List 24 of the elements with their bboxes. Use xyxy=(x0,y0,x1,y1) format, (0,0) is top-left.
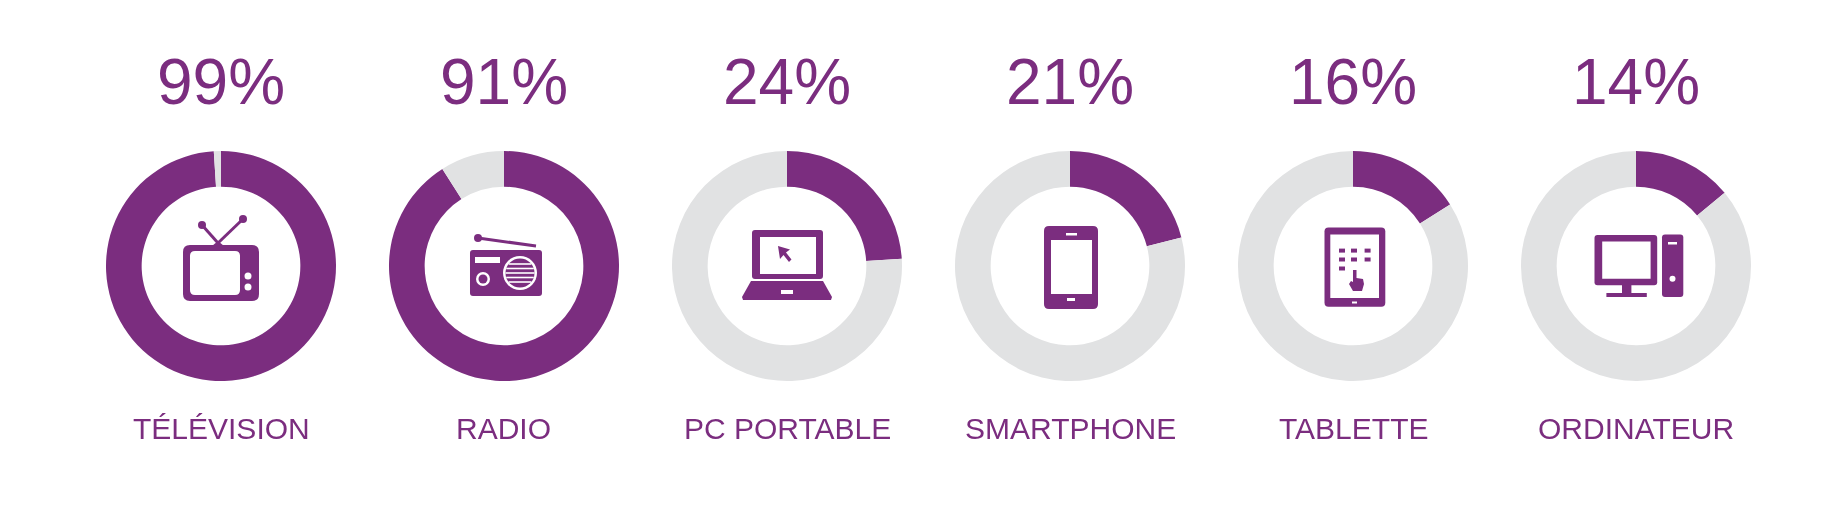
donut-slice xyxy=(1521,151,1751,381)
data-label: 16% xyxy=(1289,46,1418,118)
text: ORDINATEUR xyxy=(1538,412,1735,445)
donut-slice xyxy=(442,151,504,199)
donut-slice xyxy=(955,151,1185,381)
donut-slice xyxy=(787,151,902,262)
data-label: 91% xyxy=(440,46,569,118)
donut-slice xyxy=(1238,151,1468,381)
donut-slice xyxy=(213,151,221,187)
donut-slice xyxy=(672,151,902,381)
donut-slice xyxy=(106,151,336,381)
text: PC PORTABLE xyxy=(684,412,892,445)
donut-slice xyxy=(1353,151,1451,224)
text: TÉLÉVISION xyxy=(133,412,310,445)
text: RADIO xyxy=(456,412,552,445)
data-label: 14% xyxy=(1572,46,1701,118)
donut-slice xyxy=(1070,151,1182,247)
text: TABLETTE xyxy=(1279,412,1429,445)
donut-slice xyxy=(1636,151,1725,216)
data-label: 24% xyxy=(723,46,852,118)
text: SMARTPHONE xyxy=(965,412,1177,445)
donut-slice xyxy=(389,151,619,381)
data-label: 99% xyxy=(157,46,286,118)
data-label: 21% xyxy=(1006,46,1135,118)
